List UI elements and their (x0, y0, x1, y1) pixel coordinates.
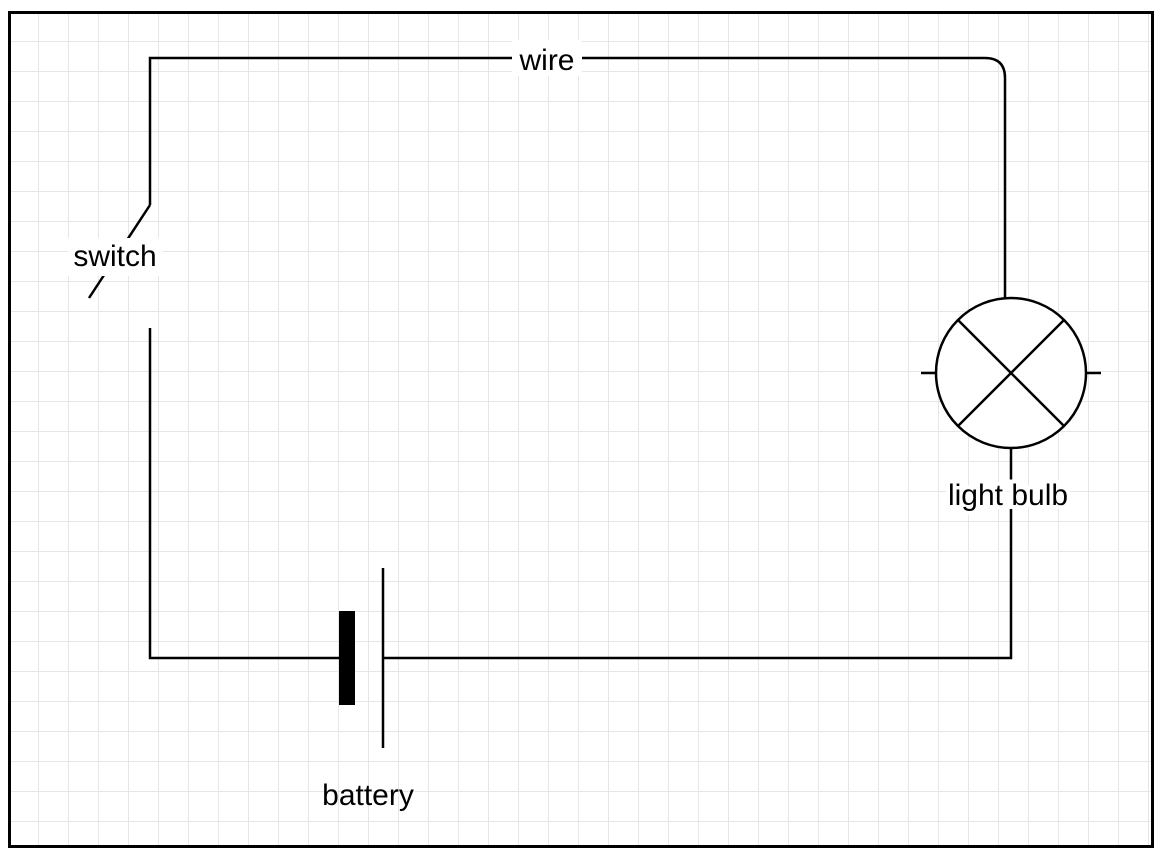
switch-label-bg (68, 238, 162, 276)
wire-top (148, 56, 1007, 298)
wire-label-bg (512, 40, 582, 76)
wire-left-bottom (148, 328, 345, 660)
switch-label: switch (73, 240, 156, 273)
light-bulb-label: light bulb (948, 479, 1068, 512)
light-bulb-icon (921, 296, 1101, 450)
battery-negative-plate (339, 611, 355, 705)
battery-label: battery (322, 779, 414, 812)
wire-label: wire (518, 44, 574, 77)
wire-bottom-right (383, 448, 1013, 660)
